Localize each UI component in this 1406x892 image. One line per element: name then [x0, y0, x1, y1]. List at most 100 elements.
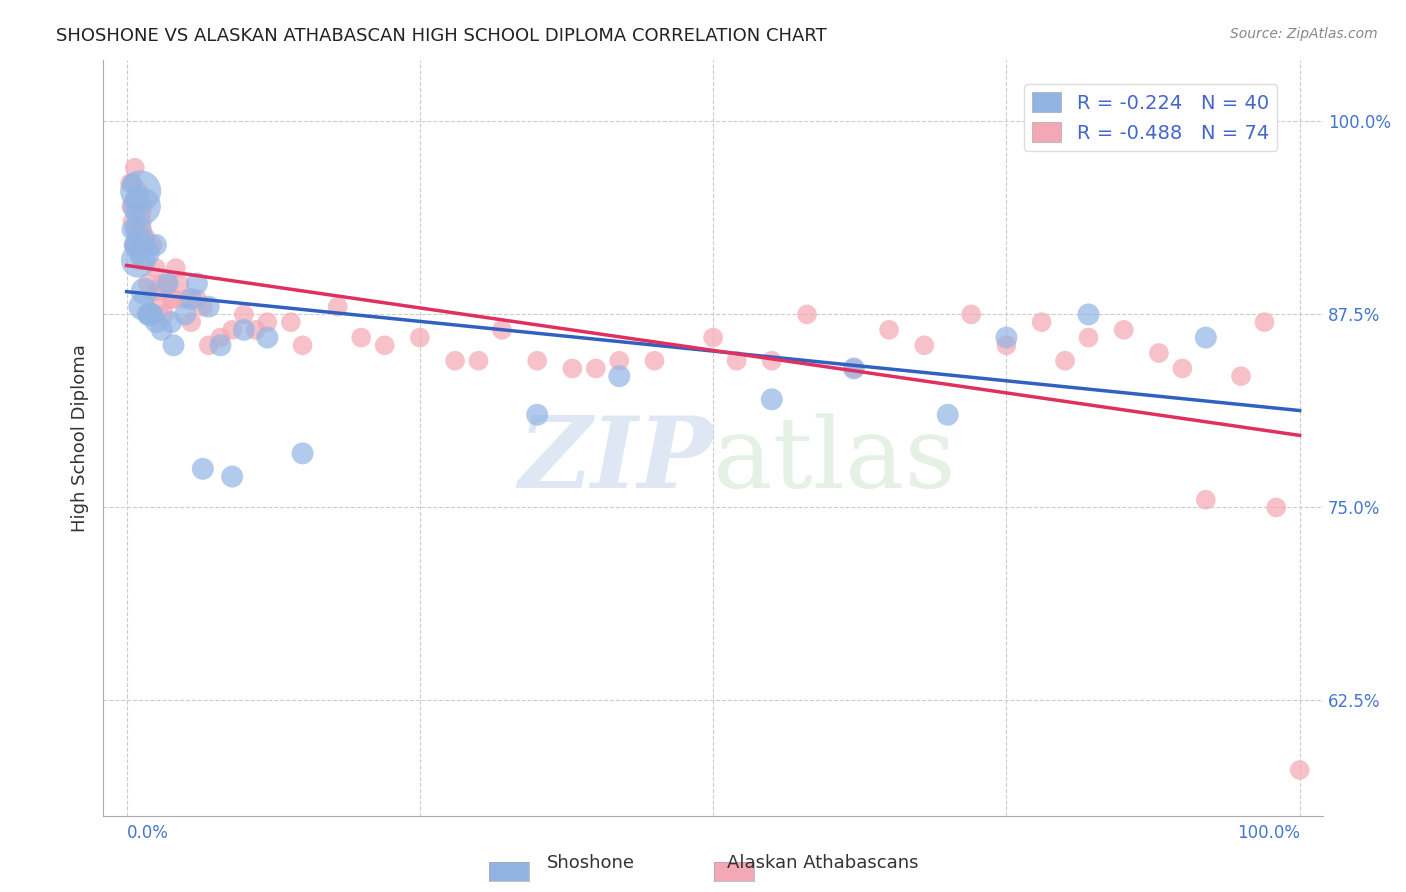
Point	[796, 307, 818, 321]
Point	[148, 300, 170, 314]
Point	[131, 300, 153, 314]
Point	[174, 307, 197, 321]
Point	[132, 199, 155, 213]
Point	[141, 307, 163, 321]
Point	[245, 323, 267, 337]
Point	[444, 353, 467, 368]
Point	[156, 277, 179, 291]
Point	[1195, 330, 1218, 344]
Point	[912, 338, 935, 352]
Point	[169, 277, 191, 291]
Point	[139, 307, 162, 321]
Point	[607, 353, 630, 368]
Point	[1054, 353, 1077, 368]
Point	[221, 323, 243, 337]
Point	[139, 307, 162, 321]
Point	[141, 238, 163, 252]
Point	[162, 338, 184, 352]
Point	[124, 238, 146, 252]
Point	[1288, 763, 1310, 777]
Point	[129, 238, 152, 252]
Point	[197, 338, 219, 352]
Point	[120, 176, 142, 190]
Point	[1171, 361, 1194, 376]
Point	[180, 292, 202, 306]
Point	[136, 277, 159, 291]
Point	[122, 238, 145, 252]
Text: Source: ZipAtlas.com: Source: ZipAtlas.com	[1230, 27, 1378, 41]
Point	[232, 307, 254, 321]
Point	[1230, 369, 1253, 384]
Point	[134, 230, 156, 244]
Point	[134, 245, 156, 260]
Point	[186, 277, 208, 291]
Point	[1147, 346, 1170, 360]
Point	[585, 361, 607, 376]
Point	[1265, 500, 1288, 515]
Point	[936, 408, 959, 422]
Point	[160, 292, 183, 306]
Point	[145, 315, 167, 329]
Point	[1253, 315, 1275, 329]
Point	[607, 369, 630, 384]
Point	[526, 408, 548, 422]
Text: Shoshone: Shoshone	[547, 855, 634, 872]
Point	[280, 315, 302, 329]
Point	[165, 261, 187, 276]
Point	[467, 353, 489, 368]
Point	[121, 215, 143, 229]
Point	[145, 238, 167, 252]
Point	[191, 300, 214, 314]
Point	[761, 353, 783, 368]
Point	[561, 361, 583, 376]
Point	[121, 176, 143, 190]
Point	[1077, 307, 1099, 321]
Text: Alaskan Athabascans: Alaskan Athabascans	[727, 855, 918, 872]
Point	[960, 307, 983, 321]
Point	[995, 330, 1018, 344]
Point	[1031, 315, 1053, 329]
Point	[131, 253, 153, 268]
Y-axis label: High School Diploma: High School Diploma	[72, 344, 89, 532]
Point	[145, 261, 167, 276]
Point	[291, 338, 314, 352]
Point	[256, 330, 278, 344]
Point	[526, 353, 548, 368]
Point	[491, 323, 513, 337]
Point	[291, 446, 314, 460]
Point	[191, 462, 214, 476]
Point	[153, 307, 176, 321]
Point	[129, 207, 152, 221]
Point	[842, 361, 865, 376]
Point	[1077, 330, 1099, 344]
Point	[127, 184, 149, 198]
Point	[842, 361, 865, 376]
Point	[232, 323, 254, 337]
Point	[162, 292, 184, 306]
Point	[125, 199, 148, 213]
Point	[643, 353, 665, 368]
Point	[150, 323, 173, 337]
Point	[186, 292, 208, 306]
Point	[134, 230, 156, 244]
Text: ZIP: ZIP	[519, 412, 713, 509]
Point	[374, 338, 396, 352]
Legend: R = -0.224   N = 40, R = -0.488   N = 74: R = -0.224 N = 40, R = -0.488 N = 74	[1025, 85, 1277, 151]
Point	[127, 222, 149, 236]
Point	[197, 300, 219, 314]
Point	[221, 469, 243, 483]
Point	[761, 392, 783, 407]
Point	[124, 161, 146, 175]
Point	[145, 285, 167, 299]
Point	[134, 238, 156, 252]
Point	[127, 238, 149, 252]
Point	[326, 300, 349, 314]
Text: atlas: atlas	[713, 413, 956, 508]
Point	[160, 315, 183, 329]
Text: 100.0%: 100.0%	[1237, 824, 1299, 842]
Point	[127, 192, 149, 206]
Point	[127, 253, 149, 268]
Point	[209, 330, 232, 344]
Point	[209, 338, 232, 352]
Point	[156, 277, 179, 291]
